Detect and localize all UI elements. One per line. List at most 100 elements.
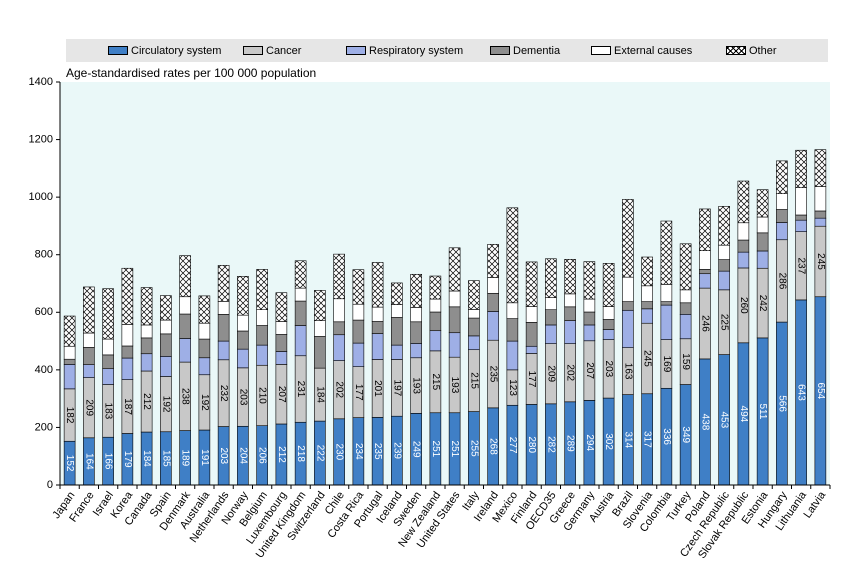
data-label: 239 xyxy=(391,442,402,459)
data-label: 206 xyxy=(257,447,268,464)
bar-segment xyxy=(545,309,557,326)
bar-segment xyxy=(718,206,730,246)
chart-subtitle: Age-standardised rates per 100 000 popul… xyxy=(66,66,317,80)
data-label: 654 xyxy=(815,383,826,400)
bar-segment xyxy=(525,306,538,323)
data-label: 215 xyxy=(430,373,441,390)
legend-swatch xyxy=(591,46,611,55)
y-tick-label: 800 xyxy=(35,249,53,261)
bar-segment xyxy=(121,324,134,347)
bar-segment xyxy=(256,344,268,366)
bar-segment xyxy=(391,344,403,360)
bar-segment xyxy=(198,338,211,359)
bar-segment xyxy=(256,325,268,346)
bar-segment xyxy=(83,332,95,348)
bar-segment xyxy=(333,253,345,300)
bar-segment xyxy=(179,255,191,298)
data-label: 212 xyxy=(276,446,287,463)
y-tick-label: 0 xyxy=(47,479,53,491)
bar-segment xyxy=(564,306,576,321)
data-label: 336 xyxy=(661,428,672,445)
bar-segment xyxy=(756,216,769,234)
bar-segment xyxy=(83,286,95,334)
data-label: 255 xyxy=(468,440,479,457)
bar-segment xyxy=(256,309,268,326)
bar-segment xyxy=(333,298,345,323)
bar-segment xyxy=(371,306,384,322)
data-label: 184 xyxy=(141,450,152,467)
data-label: 314 xyxy=(622,431,633,448)
bar-segment xyxy=(410,273,422,308)
bar-segment xyxy=(410,307,422,323)
bar-segment xyxy=(506,207,519,304)
bar-segment xyxy=(160,295,172,321)
data-label: 245 xyxy=(642,350,653,367)
bar-segment xyxy=(391,282,403,305)
data-label: 185 xyxy=(160,450,171,467)
bar-segment xyxy=(352,303,365,321)
data-label: 191 xyxy=(199,449,210,466)
bar-segment xyxy=(63,364,76,390)
bar-segment xyxy=(429,298,442,313)
bar-segment xyxy=(525,345,538,354)
data-label: 177 xyxy=(526,371,537,388)
bar-segment xyxy=(756,232,769,252)
y-tick-label: 600 xyxy=(35,306,53,318)
bar-segment xyxy=(602,329,615,340)
data-label: 189 xyxy=(180,449,191,466)
data-label: 159 xyxy=(680,353,691,370)
data-label: 179 xyxy=(122,451,133,468)
bar-segment xyxy=(660,284,673,302)
plot-area xyxy=(60,82,830,485)
bar-segment xyxy=(102,368,114,385)
bar-segment xyxy=(448,290,461,308)
bar-segment xyxy=(429,311,442,332)
bar-segment xyxy=(699,273,711,289)
bar-segment xyxy=(814,149,827,187)
bar-segment xyxy=(237,276,249,316)
bar-segment xyxy=(468,317,480,337)
bar-segment xyxy=(179,338,191,363)
data-label: 317 xyxy=(642,431,653,448)
bar-segment xyxy=(391,304,403,318)
bar-segment xyxy=(756,189,769,218)
data-label: 237 xyxy=(796,257,807,274)
bar-segment xyxy=(63,345,76,360)
bar-segment xyxy=(679,243,692,291)
bar-segment xyxy=(237,314,249,332)
bar-segment xyxy=(737,239,750,253)
bar-segment xyxy=(294,287,307,302)
data-label: 197 xyxy=(391,380,402,397)
data-label: 210 xyxy=(257,387,268,404)
bar-segment xyxy=(179,313,191,339)
bar-segment xyxy=(660,304,673,340)
bar-segment xyxy=(718,270,730,291)
data-label: 209 xyxy=(545,365,556,382)
bar-segment xyxy=(602,306,615,320)
data-label: 251 xyxy=(430,441,441,458)
data-label: 202 xyxy=(334,381,345,398)
bar-segment xyxy=(237,348,249,369)
bar-segment xyxy=(294,325,307,357)
legend-label: Cancer xyxy=(266,44,302,57)
bar-segment xyxy=(429,275,442,300)
bar-segment xyxy=(429,330,442,352)
bar-segment xyxy=(352,342,365,367)
data-label: 225 xyxy=(719,314,730,331)
bar-segment xyxy=(679,302,692,315)
data-label: 566 xyxy=(776,395,787,412)
legend-swatch xyxy=(726,46,746,55)
data-label: 192 xyxy=(160,396,171,413)
legend-label: Circulatory system xyxy=(131,44,222,57)
bar-segment xyxy=(814,186,827,212)
data-label: 183 xyxy=(103,403,114,420)
bar-segment xyxy=(776,209,788,223)
data-label: 234 xyxy=(353,443,364,460)
bar-segment xyxy=(275,334,288,352)
data-label: 187 xyxy=(122,398,133,415)
data-label: 246 xyxy=(699,315,710,332)
bar-segment xyxy=(217,265,230,302)
bar-segment xyxy=(487,244,499,278)
bar-segment xyxy=(140,287,153,326)
bar-segment xyxy=(602,319,615,330)
